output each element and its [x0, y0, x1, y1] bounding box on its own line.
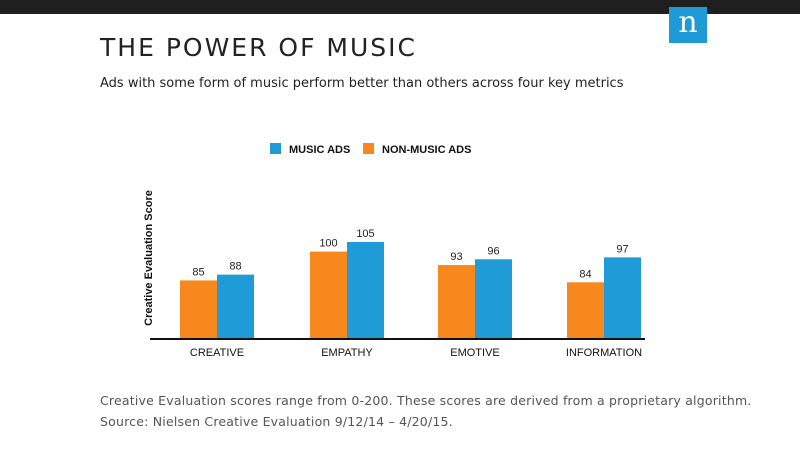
data-label-non-music-ads-emotive: 93: [450, 251, 462, 263]
data-label-music-ads-emotive: 96: [487, 245, 499, 257]
bar-non-music-ads-emotive: [438, 265, 475, 338]
data-label-music-ads-creative: 88: [229, 261, 241, 273]
nielsen-logo: n: [669, 7, 707, 43]
bar-music-ads-empathy: [347, 242, 384, 338]
data-label-non-music-ads-information: 84: [579, 268, 591, 280]
y-axis-title: Creative Evaluation Score: [143, 190, 155, 326]
data-label-music-ads-empathy: 105: [356, 228, 374, 240]
bar-music-ads-information: [604, 257, 641, 338]
top-bar: [0, 0, 800, 14]
legend-label-non-music-ads: NON-MUSIC ADS: [382, 144, 472, 156]
data-label-non-music-ads-empathy: 100: [319, 238, 337, 250]
legend-swatch-non-music-ads: [363, 143, 374, 154]
footnote-scores: Creative Evaluation scores range from 0-…: [100, 393, 752, 408]
x-tick-label-information: INFORMATION: [566, 347, 642, 359]
bar-non-music-ads-empathy: [310, 251, 347, 338]
legend-item-non-music-ads: NON-MUSIC ADS: [363, 143, 471, 156]
data-label-music-ads-information: 97: [616, 243, 628, 255]
x-tick-label-emotive: EMOTIVE: [450, 347, 500, 359]
legend-label-music-ads: MUSIC ADS: [289, 144, 351, 156]
x-tick-label-creative: CREATIVE: [190, 347, 244, 359]
bar-non-music-ads-creative: [180, 280, 217, 338]
bar-music-ads-creative: [217, 274, 254, 338]
footnote-source: Source: Nielsen Creative Evaluation 9/12…: [100, 414, 453, 429]
bar-music-ads-emotive: [475, 259, 512, 338]
page-title: THE POWER OF MUSIC: [100, 33, 417, 62]
bar-non-music-ads-information: [567, 282, 604, 338]
page-subtitle: Ads with some form of music perform bett…: [100, 76, 624, 91]
data-label-non-music-ads-creative: 85: [192, 266, 204, 278]
legend-item-music-ads: MUSIC ADS: [270, 143, 350, 156]
legend-swatch-music-ads: [270, 143, 281, 154]
x-tick-label-empathy: EMPATHY: [321, 347, 373, 359]
